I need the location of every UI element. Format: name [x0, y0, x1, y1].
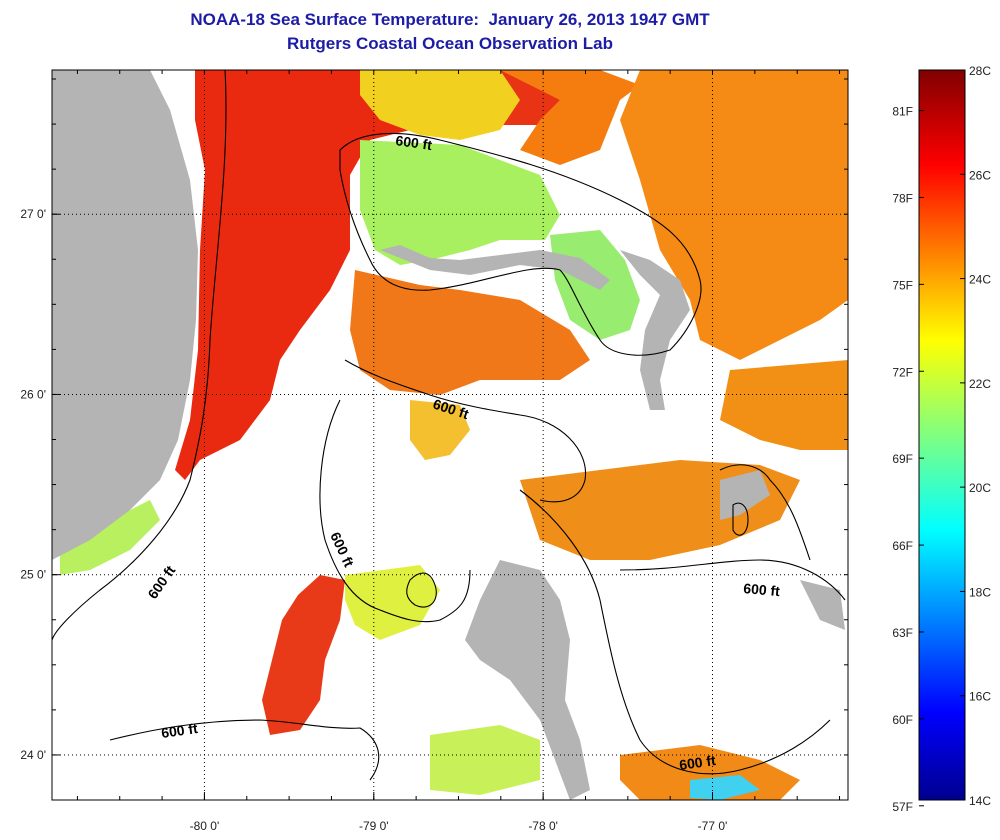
colorbar-celsius-label: 16C [969, 690, 991, 704]
contour-small-loop [406, 572, 437, 608]
contour-tongue [319, 399, 471, 623]
lat-lon-grid [52, 70, 848, 800]
colorbar-fahrenheit-label: 66F [892, 539, 913, 553]
sst-patch-orange-north [500, 70, 640, 165]
sst-patch-orange-east [620, 70, 848, 360]
contour-little-bahama [339, 132, 702, 356]
lon-tick-label: -78 0' [528, 819, 558, 833]
contour-label: 600 ft [160, 720, 199, 741]
land-florida [52, 70, 198, 560]
lon-tick-label: -80 0' [190, 819, 220, 833]
land-bahamas-abaco [620, 250, 690, 410]
contour-label: 600 ft [395, 132, 434, 153]
map-title-block: NOAA-18 Sea Surface Temperature: January… [0, 8, 900, 56]
land-bahamas-andros [465, 560, 590, 800]
contour-central [344, 359, 587, 503]
lon-tick-label: -77 0' [698, 819, 728, 833]
colorbar-fahrenheit-label: 57F [892, 800, 913, 814]
land-exuma [800, 580, 845, 630]
sst-patch-orange-central [350, 270, 590, 395]
axis-ticks: -80 0' -79 0' -78 0' -77 0' 27 0' 26 0' 25 0' 2… [20, 70, 848, 833]
colorbar-fahrenheit-label: 69F [892, 452, 913, 466]
lat-tick-label: 24 0' [20, 748, 46, 762]
plot-frame [51, 69, 849, 801]
colorbar-fahrenheit-label: 78F [892, 191, 913, 205]
contour-south [109, 719, 380, 781]
colorbar-celsius-label: 18C [969, 585, 991, 599]
sst-plot-area: 600 ft 600 ft 600 ft 600 ft 600 ft 600 f… [52, 70, 848, 800]
colorbar-celsius-label: 24C [969, 273, 991, 287]
contour-label: 600 ft [743, 580, 781, 599]
sst-patch-gulf-stream [175, 70, 420, 480]
lon-tick-label: -79 0' [359, 819, 389, 833]
sst-patch-keys-green [60, 500, 160, 575]
map-title: NOAA-18 Sea Surface Temperature: January… [190, 10, 710, 29]
colorbar-fahrenheit-label: 72F [892, 365, 913, 379]
temperature-colorbar: 28C 26C 24C 22C 20C 18C 16C 14C 81F 78F 75F 72F 69F 6… [892, 64, 991, 814]
contour-eleuthera [719, 464, 811, 561]
colorbar-labels: 28C 26C 24C 22C 20C 18C 16C 14C 81F 78F 75F 72F 69F 6… [892, 64, 991, 814]
sst-patch-green-bank [360, 140, 560, 265]
land-bahamas-grand [380, 245, 610, 290]
colorbar-celsius-label: 20C [969, 481, 991, 495]
map-subtitle: Rutgers Coastal Ocean Observation Lab [287, 34, 613, 53]
sst-patch-orange-east2 [720, 360, 848, 450]
sst-patch-cyan-bottom [690, 775, 760, 800]
colorbar-fahrenheit-label: 63F [892, 626, 913, 640]
contour-exuma [619, 559, 846, 601]
colorbar-fahrenheit-label: 60F [892, 713, 913, 727]
sst-patch-red-south [262, 575, 345, 735]
colorbar-fahrenheit-label: 75F [892, 278, 913, 292]
sst-patch-green-bottom [430, 725, 540, 795]
lat-tick-label: 26 0' [20, 387, 46, 401]
colorbar-gradient [918, 69, 966, 801]
colorbar-celsius-label: 26C [969, 168, 991, 182]
contour-small-east [732, 502, 749, 536]
sst-patch-yellow-north [360, 70, 520, 140]
sst-patch-yellow-mid [410, 400, 470, 460]
colorbar-celsius-label: 28C [969, 64, 991, 78]
sst-data-layer [52, 70, 848, 800]
lat-tick-label: 25 0' [20, 568, 46, 582]
colorbar-celsius-label: 22C [969, 377, 991, 391]
colorbar-celsius-label: 14C [969, 794, 991, 808]
lat-tick-label: 27 0' [20, 207, 46, 221]
contour-andros-east [519, 489, 831, 775]
colorbar-fahrenheit-label: 81F [892, 105, 913, 119]
contour-label: 600 ft [678, 752, 717, 773]
